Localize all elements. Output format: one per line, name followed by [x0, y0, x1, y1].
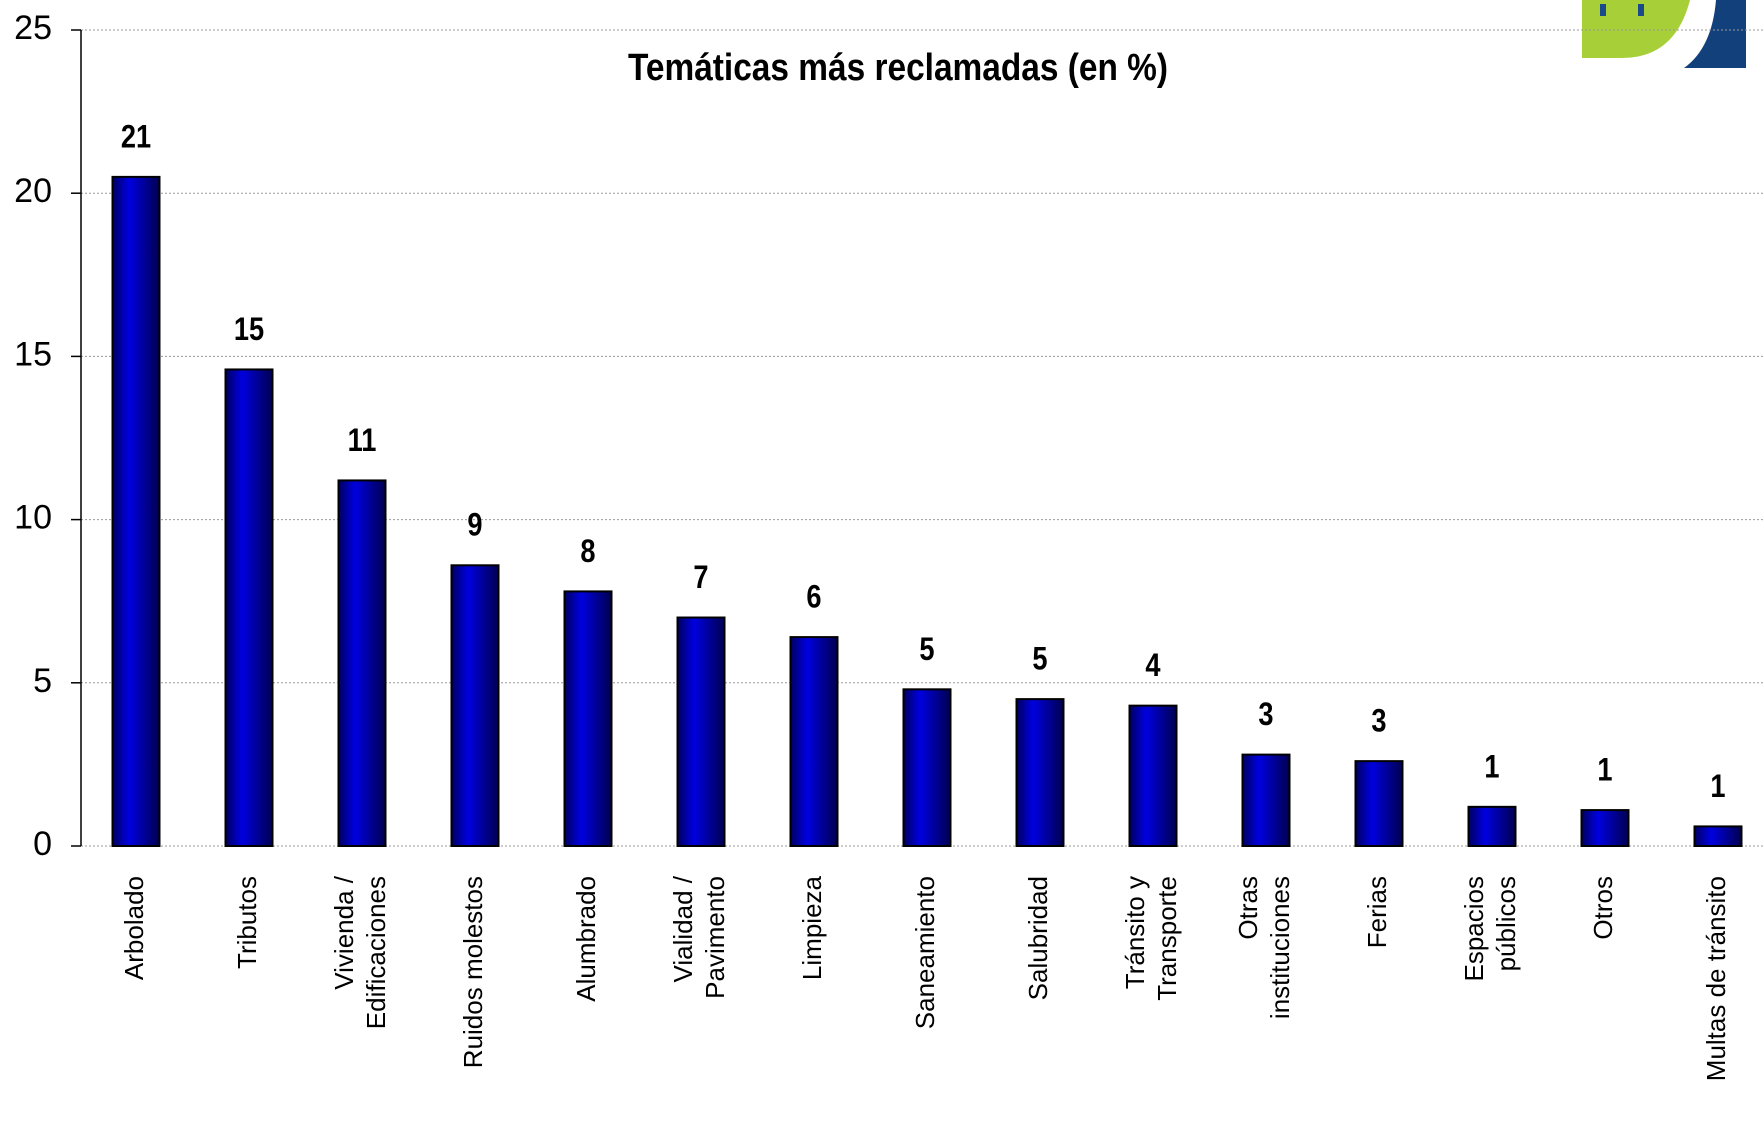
data-label: 1	[1597, 753, 1612, 789]
data-label: 9	[467, 508, 482, 544]
x-tick-label: Vivienda /Edificaciones	[329, 875, 391, 1029]
bar	[789, 636, 839, 847]
y-tick-label: 10	[14, 499, 52, 537]
data-label: 5	[1032, 642, 1047, 678]
data-label: 11	[348, 423, 377, 459]
y-tick-label: 5	[33, 662, 52, 700]
x-tick-label: Tributos	[232, 876, 262, 969]
bar	[1241, 753, 1291, 847]
bar	[224, 368, 274, 847]
bar	[1015, 698, 1065, 847]
y-tick-label: 20	[14, 172, 52, 210]
x-tick-label: Tránsito yTransporte	[1120, 876, 1182, 1001]
x-tick-label: Salubridad	[1023, 876, 1053, 1000]
x-tick-label: Ferias	[1362, 876, 1392, 948]
bar	[563, 590, 613, 848]
bar	[902, 688, 952, 847]
data-label: 1	[1484, 749, 1499, 785]
data-label: 4	[1145, 648, 1161, 684]
data-label: 1	[1710, 769, 1725, 805]
data-label: 3	[1371, 704, 1386, 740]
data-label: 7	[693, 560, 708, 596]
x-tick-label: Alumbrado	[571, 876, 601, 1002]
x-tick-label: Espaciospúblicos	[1459, 876, 1521, 982]
x-tick-label: Saneamiento	[910, 876, 940, 1029]
chart-title: Temáticas más reclamadas (en %)	[628, 46, 1168, 88]
y-tick-label: 15	[14, 335, 52, 373]
bar	[450, 564, 500, 848]
x-tick-label: Multas de tránsito	[1701, 876, 1731, 1081]
x-tick-label: Ruidos molestos	[458, 876, 488, 1068]
x-tick-label: Limpieza	[797, 875, 827, 980]
x-tick-label: Otros	[1588, 876, 1618, 940]
data-label: 15	[234, 312, 264, 348]
bar	[1580, 809, 1630, 848]
bar	[1693, 825, 1743, 848]
y-tick-label: 0	[33, 825, 52, 863]
bar	[337, 479, 387, 847]
data-label: 5	[919, 632, 934, 668]
data-label: 6	[806, 580, 821, 616]
data-label: 21	[121, 119, 151, 155]
bar	[111, 175, 161, 847]
bar	[1128, 704, 1178, 848]
data-label: 8	[580, 534, 595, 570]
bar	[1354, 760, 1404, 847]
y-tick-label: 25	[14, 9, 52, 47]
logo	[1582, 0, 1746, 68]
x-tick-label: Otrasinstituciones	[1233, 876, 1295, 1019]
data-label: 3	[1258, 697, 1273, 733]
x-tick-label: Arbolado	[119, 876, 149, 980]
x-tick-label: Vialidad /Pavimento	[668, 875, 730, 999]
bar	[1467, 805, 1517, 847]
bar	[676, 616, 726, 848]
